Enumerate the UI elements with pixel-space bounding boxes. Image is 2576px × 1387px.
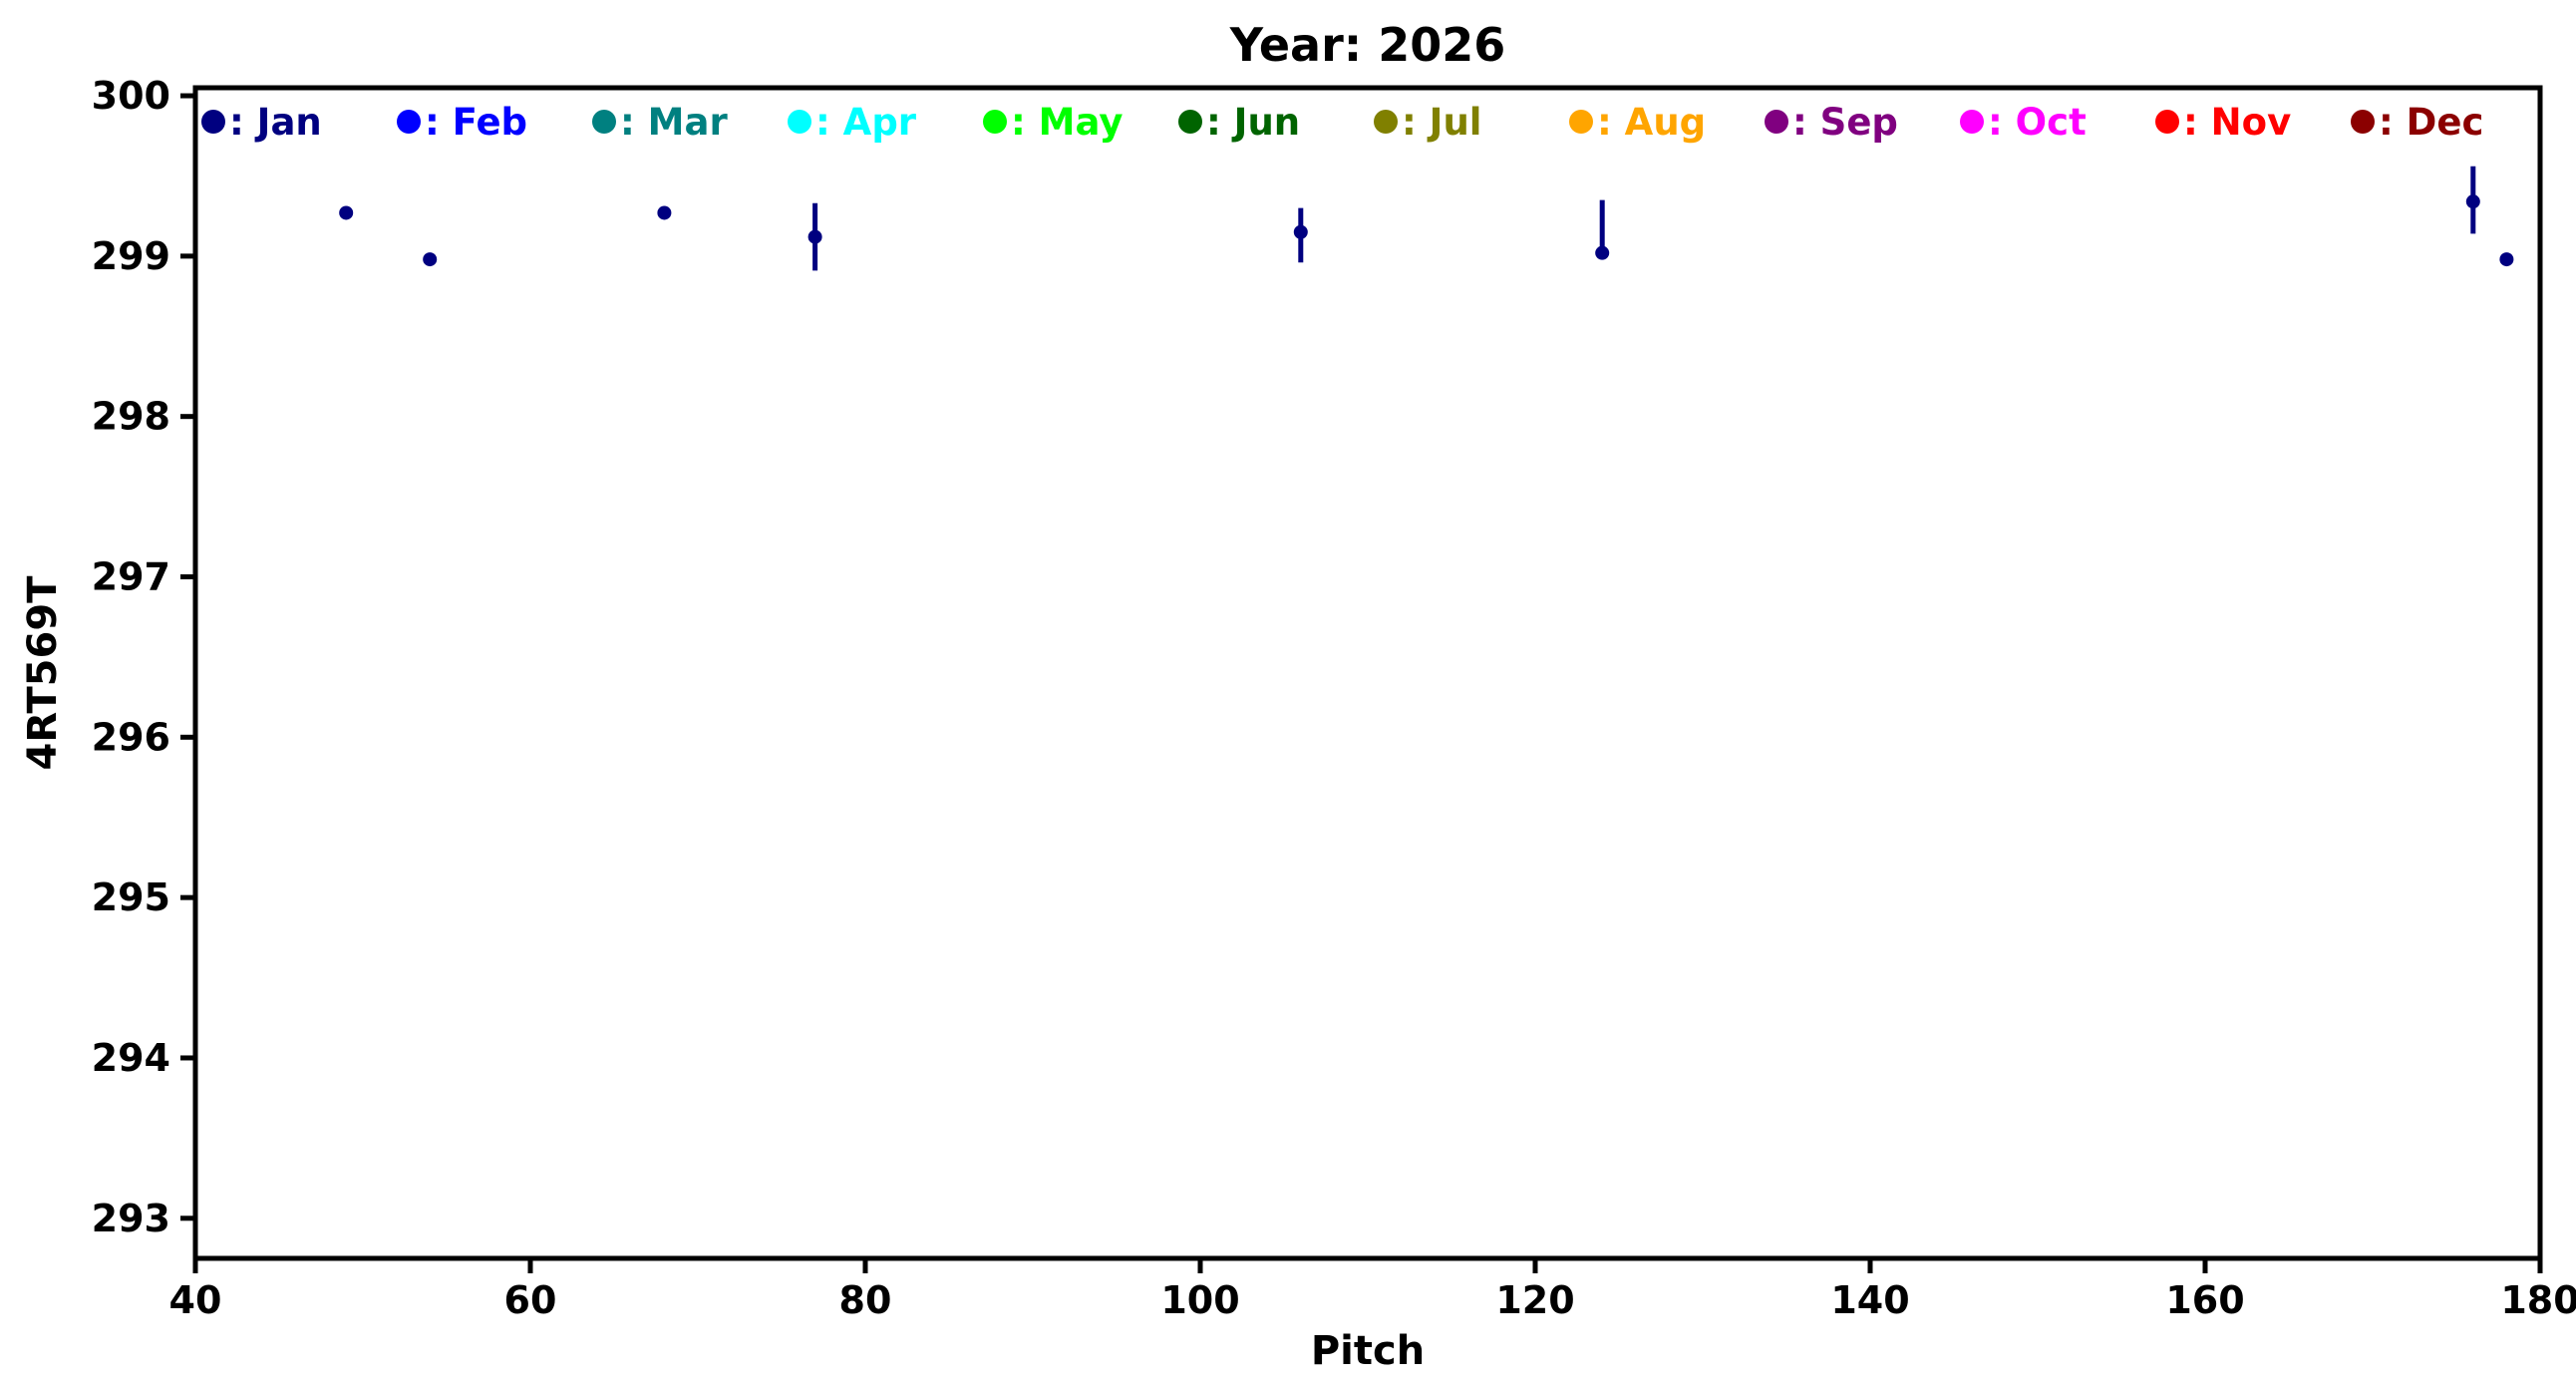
data-point <box>1293 224 1308 239</box>
x-tick-label: 120 <box>1495 1278 1574 1322</box>
legend-label-apr: : Apr <box>815 101 917 144</box>
x-tick-label: 80 <box>839 1278 892 1322</box>
legend-dot-jun <box>1178 110 1202 134</box>
y-tick-label: 300 <box>92 74 170 118</box>
legend-dot-mar <box>592 110 616 134</box>
legend-dot-feb <box>397 110 421 134</box>
y-tick-label: 296 <box>92 715 170 759</box>
data-point <box>1595 245 1610 260</box>
y-tick-label: 297 <box>92 555 170 599</box>
x-tick-label: 100 <box>1160 1278 1239 1322</box>
legend-label-jan: : Jan <box>229 101 322 144</box>
y-tick-label: 294 <box>92 1036 170 1080</box>
legend-dot-apr <box>788 110 811 134</box>
legend-dot-aug <box>1569 110 1593 134</box>
x-tick-label: 60 <box>504 1278 557 1322</box>
legend-label-jul: : Jul <box>1402 101 1481 144</box>
data-point <box>2465 194 2480 209</box>
legend-label-sep: : Sep <box>1792 101 1898 144</box>
legend-label-feb: : Feb <box>425 101 527 144</box>
legend-label-may: : May <box>1011 101 1123 144</box>
plot-border <box>192 85 2543 1261</box>
legend-dot-dec <box>2351 110 2375 134</box>
data-point <box>657 205 672 220</box>
x-axis-label: Pitch <box>1310 1328 1426 1374</box>
data-point <box>807 229 822 244</box>
data-point <box>423 252 438 267</box>
x-tick-label: 180 <box>2500 1278 2576 1322</box>
legend-label-jun: : Jun <box>1206 101 1300 144</box>
legend-dot-may <box>983 110 1007 134</box>
x-tick-label: 140 <box>1830 1278 1909 1322</box>
y-tick-label: 298 <box>92 395 170 439</box>
y-axis-label: 4RT569T <box>20 575 66 771</box>
legend-dot-jul <box>1374 110 1398 134</box>
data-point <box>339 205 354 220</box>
data-point <box>2499 252 2514 267</box>
legend-label-nov: : Nov <box>2183 101 2291 144</box>
legend-dot-jan <box>201 110 225 134</box>
chart-title: Year: 2026 <box>1229 18 1506 72</box>
legend-label-aug: : Aug <box>1597 101 1706 144</box>
x-tick-label: 40 <box>169 1278 222 1322</box>
y-tick-label: 299 <box>92 234 170 278</box>
legend-dot-sep <box>1765 110 1788 134</box>
x-tick-label: 160 <box>2165 1278 2244 1322</box>
legend-label-dec: : Dec <box>2379 101 2483 144</box>
legend-dot-oct <box>1960 110 1984 134</box>
legend-label-oct: : Oct <box>1988 101 2087 144</box>
legend-dot-nov <box>2155 110 2179 134</box>
y-tick-label: 295 <box>92 875 170 919</box>
y-tick-label: 293 <box>92 1197 170 1240</box>
legend-label-mar: : Mar <box>620 101 728 144</box>
